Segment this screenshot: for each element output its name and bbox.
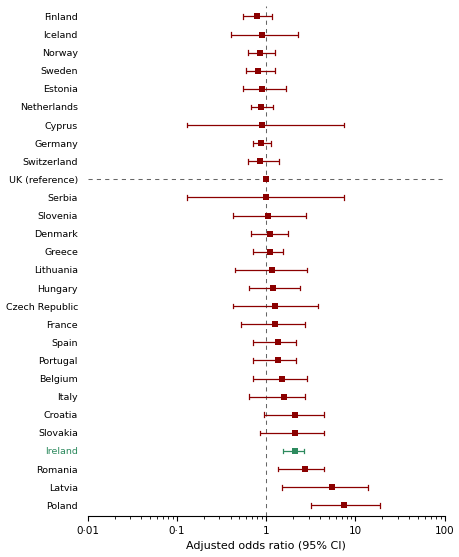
X-axis label: Adjusted odds ratio (95% CI): Adjusted odds ratio (95% CI)	[186, 541, 345, 551]
